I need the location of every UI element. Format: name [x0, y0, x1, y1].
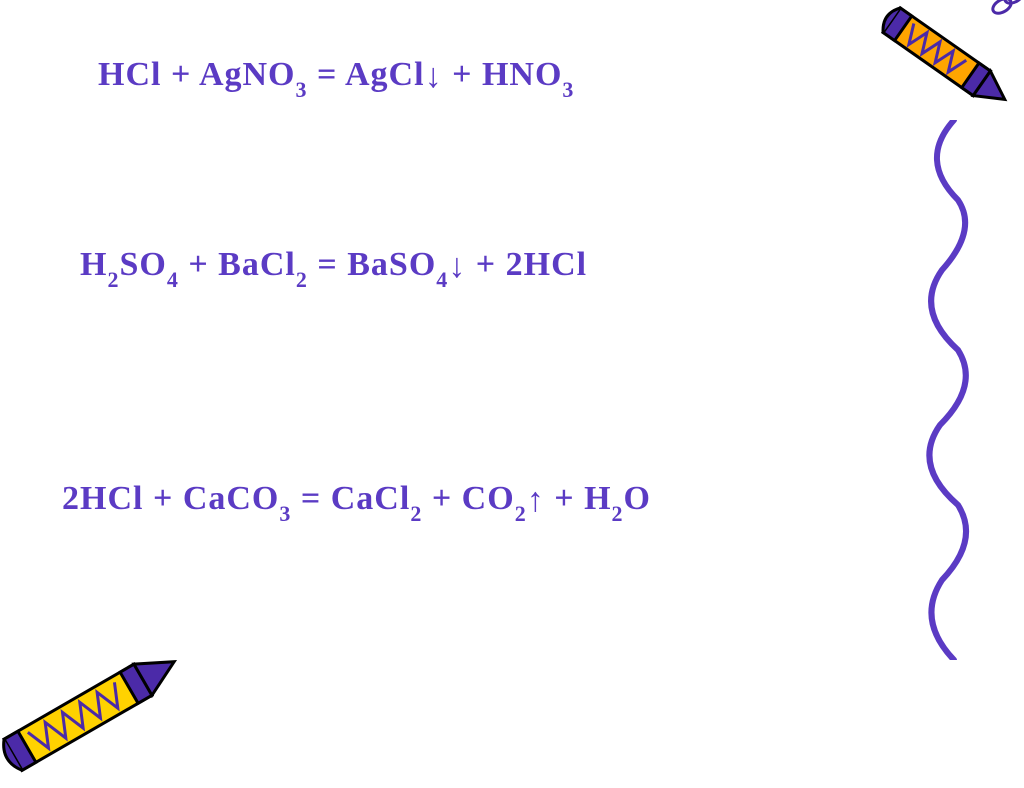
eq2-left: H2SO4 + BaCl2 — [80, 246, 308, 283]
eq2-right: BaSO4↓ — [347, 246, 466, 283]
eq3-equals: = — [301, 480, 321, 517]
eq3-right: CaCl2 + CO2↑ — [331, 480, 545, 517]
squiggle-line-icon — [908, 120, 988, 660]
eq3-plus: + — [554, 480, 574, 517]
eq3-left: 2HCl + CaCO3 — [62, 480, 291, 517]
eq1-right: AgCl↓ — [345, 56, 443, 93]
eq2-equals: = — [317, 246, 337, 283]
crayon-bottom-left-icon — [0, 608, 200, 788]
equation-2: H2SO4 + BaCl2 = BaSO4↓ + 2HCl — [80, 246, 587, 289]
crayon-top-right-icon — [852, 0, 1024, 138]
equation-1: HCl + AgNO3 = AgCl↓ + HNO3 — [98, 56, 574, 99]
eq3-tail: H2O — [584, 480, 651, 517]
eq1-left: HCl + AgNO3 — [98, 56, 308, 93]
eq1-tail: HNO3 — [482, 56, 574, 93]
eq2-tail: 2HCl — [506, 246, 587, 283]
eq1-plus: + — [452, 56, 472, 93]
eq2-plus: + — [476, 246, 496, 283]
equation-3: 2HCl + CaCO3 = CaCl2 + CO2↑ + H2O — [62, 480, 651, 523]
eq1-equals: = — [317, 56, 337, 93]
